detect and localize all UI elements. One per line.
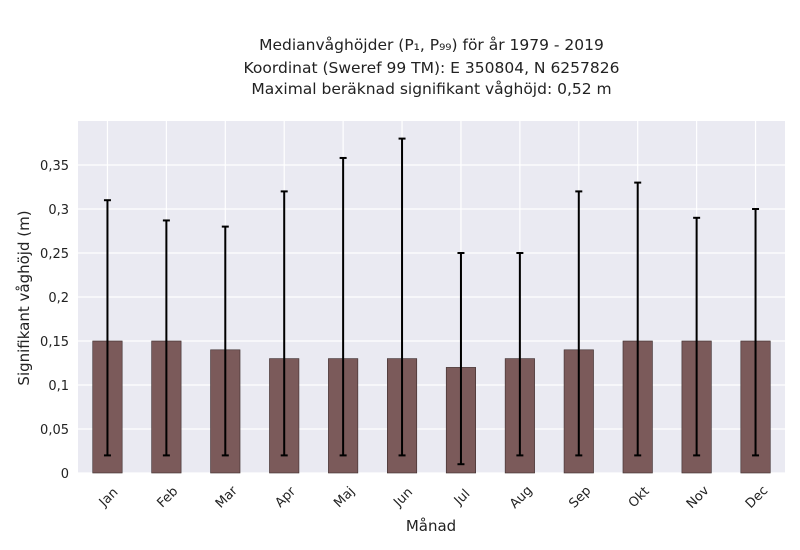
x-tick-label: Nov <box>684 483 713 512</box>
x-axis-label: Månad <box>406 517 456 535</box>
y-tick-label: 0,2 <box>48 291 69 306</box>
y-tick-label: 0,1 <box>48 379 69 394</box>
x-tick-label: Okt <box>626 484 653 511</box>
x-tick-label: Feb <box>154 484 181 511</box>
y-tick-label: 0,15 <box>40 335 69 350</box>
x-tick-label: Aug <box>507 483 536 512</box>
x-tick-label: Maj <box>331 484 358 511</box>
chart-title-line-2: Koordinat (Sweref 99 TM): E 350804, N 62… <box>243 59 620 77</box>
x-tick-label: Apr <box>272 484 299 511</box>
y-tick-label: 0 <box>61 467 69 482</box>
x-tick-label: Jan <box>96 485 121 510</box>
x-tick-label: Jul <box>451 487 473 509</box>
y-tick-label: 0,3 <box>48 203 69 218</box>
x-tick-label: Mar <box>213 483 241 511</box>
x-tick-label: Sep <box>566 484 594 512</box>
y-tick-label: 0,05 <box>40 423 69 438</box>
x-tick-label: Dec <box>743 483 771 511</box>
chart-title-line-3: Maximal beräknad signifikant våghöjd: 0,… <box>251 80 612 98</box>
chart-title-line-1: Medianvåghöjder (P₁, P₉₉) för år 1979 - … <box>259 36 604 54</box>
y-tick-label: 0,35 <box>40 159 69 174</box>
y-axis-label: Signifikant våghöjd (m) <box>15 210 33 385</box>
y-tick-label: 0,25 <box>40 247 69 262</box>
x-tick-label: Jun <box>390 485 416 511</box>
